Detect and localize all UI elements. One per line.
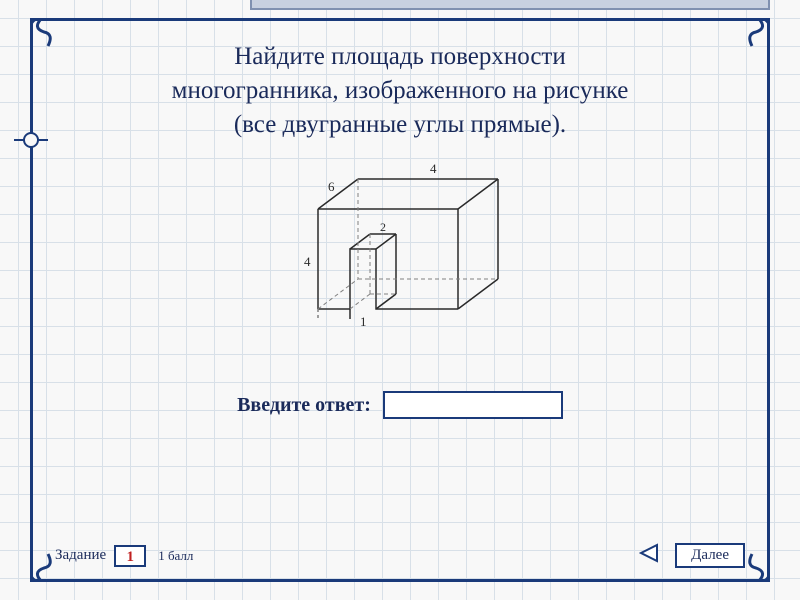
- answer-label: Введите ответ:: [237, 394, 371, 417]
- answer-row: Введите ответ:: [55, 391, 745, 419]
- question-line3: (все двугранные углы прямые).: [234, 111, 566, 138]
- label-top-left: 6: [328, 179, 335, 194]
- answer-input[interactable]: [383, 391, 563, 419]
- next-button[interactable]: Далее: [675, 543, 745, 568]
- points-label: 1 балл: [158, 548, 193, 564]
- figure-container: 4 6 2 4 1: [55, 161, 745, 341]
- label-left-height: 4: [304, 254, 311, 269]
- side-ornament-icon: [14, 130, 48, 155]
- label-bottom-front: 1: [360, 314, 367, 329]
- bottom-bar: Задание 1 1 балл Далее: [55, 543, 745, 568]
- question-line2: многогранника, изображенного на рисунке: [172, 77, 629, 104]
- top-decorative-strip: [250, 0, 770, 10]
- question-text: Найдите площадь поверхности многогранник…: [55, 40, 745, 141]
- label-inner-top: 2: [380, 220, 386, 234]
- content-area: Найдите площадь поверхности многогранник…: [55, 40, 745, 560]
- task-label: Задание: [55, 547, 106, 564]
- task-number: 1: [114, 545, 146, 567]
- label-top-right: 4: [430, 161, 437, 176]
- polyhedron-figure: 4 6 2 4 1: [280, 161, 520, 341]
- question-line1: Найдите площадь поверхности: [234, 43, 566, 70]
- back-arrow-icon[interactable]: [639, 543, 665, 568]
